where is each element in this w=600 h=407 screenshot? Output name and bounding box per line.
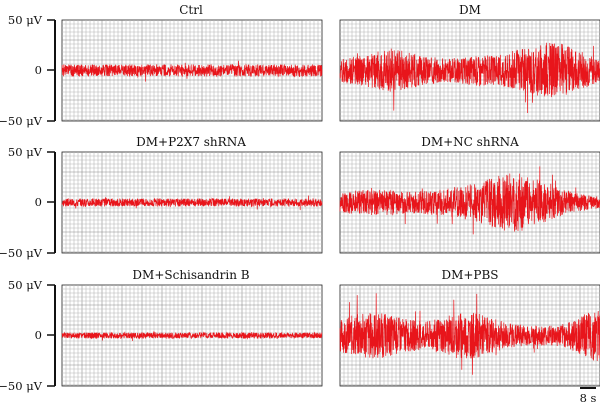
y-tick-label: 0 [35, 328, 42, 342]
y-tick-label: 50 μV [8, 278, 43, 292]
signal-trace [61, 195, 323, 211]
trace-path [339, 293, 600, 375]
panel-dm-pbs: DM+PBS [339, 268, 600, 387]
y-tick-label: −50 μV [0, 246, 43, 260]
y-tick-label: 50 μV [8, 13, 43, 27]
scale-bar-label: 8 s [580, 391, 597, 405]
y-tick-label: 0 [35, 63, 42, 77]
y-tick-label: −50 μV [0, 114, 43, 128]
trace-path [339, 166, 600, 235]
y-tick-label: 0 [35, 195, 42, 209]
signal-trace [339, 166, 600, 235]
panel-dm: DM [339, 3, 600, 122]
panel-dm-p2x7-shrna: DM+P2X7 shRNA 50 μV 0 −50 μV [0, 135, 323, 260]
signal-trace [61, 60, 323, 82]
panel-dm-nc-shrna: DM+NC shRNA [339, 135, 600, 254]
trace-path [61, 195, 323, 211]
trace-path [61, 331, 323, 341]
time-scale-bar: 8 s [580, 387, 597, 405]
y-tick-label: 50 μV [8, 145, 43, 159]
panel-title: DM+NC shRNA [421, 135, 519, 149]
panel-title: DM+PBS [441, 268, 498, 282]
panel-dm-schisandrin-b: DM+Schisandrin B 50 μV 0 −50 μV [0, 268, 323, 393]
signal-trace [61, 331, 323, 341]
panel-title: DM+Schisandrin B [132, 268, 249, 282]
signal-trace [339, 42, 600, 114]
panel-title: Ctrl [179, 3, 203, 17]
trace-path [61, 60, 323, 82]
panel-title: DM+P2X7 shRNA [136, 135, 246, 149]
y-tick-label: −50 μV [0, 379, 43, 393]
panel-ctrl: Ctrl 50 μV 0 −50 μV [0, 3, 323, 128]
panel-title: DM [459, 3, 481, 17]
signal-trace [339, 293, 600, 375]
trace-path [339, 42, 600, 114]
grid-lines [62, 285, 322, 386]
